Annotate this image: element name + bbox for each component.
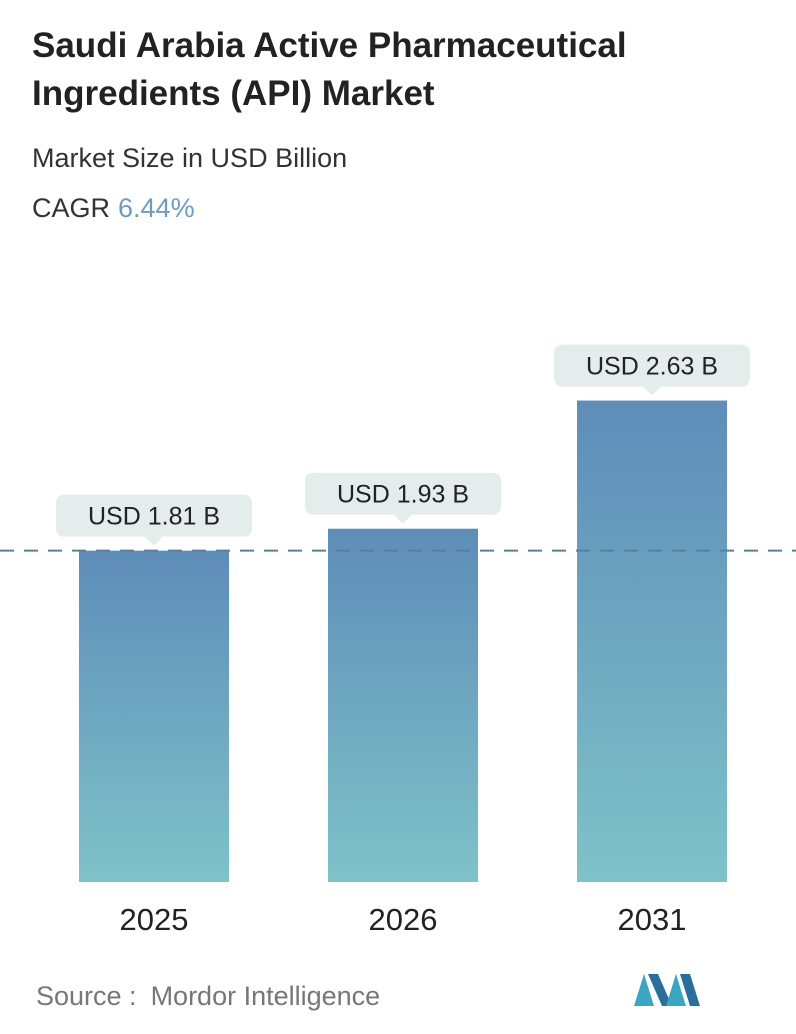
source-credit: Source : Mordor Intelligence [36,976,380,1016]
data-label-text: USD 1.93 B [337,481,469,509]
x-tick-label-2026: 2026 [369,902,438,937]
bars-layer [79,400,727,882]
x-tick-label-2025: 2025 [120,902,189,937]
data-labels-layer: USD 1.81 B USD 1.93 B USD 2.63 B [56,344,750,546]
chart-subtitle: Market Size in USD Billion [32,143,348,173]
data-label-bubble [554,344,750,387]
data-label-bubble [305,472,501,515]
x-tick-label-2031: 2031 [618,902,687,937]
bar-2031 [577,400,727,882]
data-label-2025: USD 1.81 B [56,494,252,546]
bar-2025 [79,550,229,882]
data-label-2031: USD 2.63 B [554,344,750,396]
cagr-label: CAGR [32,193,111,223]
x-axis-tick-labels: 2025 2026 2031 [120,902,687,937]
data-label-text: USD 2.63 B [586,353,718,381]
data-label-pointer [643,386,661,396]
data-label-text: USD 1.81 B [88,503,220,531]
mordor-intelligence-logo-icon [634,974,700,1006]
bar-2026 [328,528,478,882]
source-name: Mordor Intelligence [150,981,381,1011]
source-label: Source : [36,981,137,1011]
cagr-value: 6.44% [118,193,195,223]
data-label-2026: USD 1.93 B [305,472,501,524]
data-label-pointer [394,514,412,524]
chart-title: Saudi Arabia Active Pharmaceutical Ingre… [32,26,627,113]
data-label-bubble [56,494,252,537]
cagr-row: CAGR 6.44% [32,188,195,228]
data-label-pointer [145,536,163,546]
